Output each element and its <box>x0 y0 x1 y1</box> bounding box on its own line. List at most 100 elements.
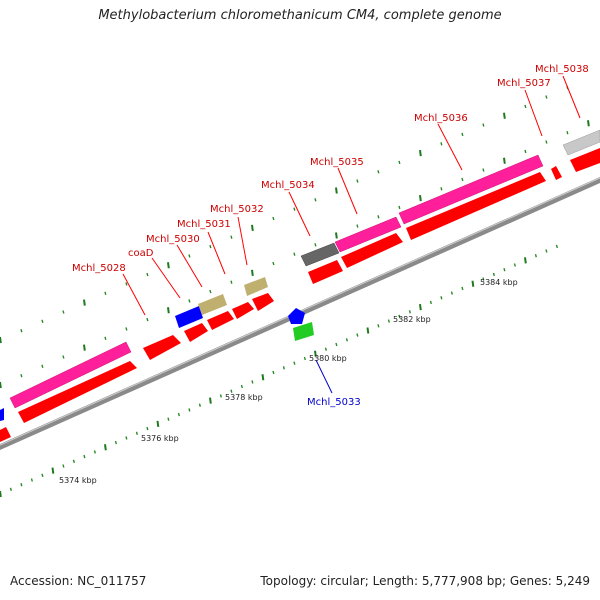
label-mchl-5034[interactable]: Mchl_5034 <box>261 180 315 191</box>
label-mchl-5028[interactable]: Mchl_5028 <box>72 263 126 274</box>
label-mchl-5038[interactable]: Mchl_5038 <box>535 64 589 75</box>
scale-tick-inner <box>450 291 453 295</box>
scale-tick-inner <box>167 417 170 421</box>
scale-tick-inner <box>261 374 265 381</box>
scale-tick-inner <box>135 431 138 435</box>
scale-tick-inner <box>324 347 327 351</box>
gene-coad[interactable] <box>184 323 208 342</box>
scale-tick-inner <box>503 268 506 272</box>
label-mchl-5032[interactable]: Mchl_5032 <box>210 204 264 215</box>
scale-tick-mid <box>209 289 212 294</box>
gene-mchl-5033[interactable] <box>293 322 314 341</box>
scale-tick-mid <box>125 327 128 331</box>
scale-tick-mid <box>230 280 233 284</box>
gene-red-5036-inner[interactable] <box>406 172 546 240</box>
gene-red-long-left[interactable] <box>18 361 137 423</box>
scale-tick-inner <box>492 272 495 277</box>
leader-5034 <box>288 191 311 237</box>
scale-tick-inner <box>345 338 348 342</box>
scale-tick-mid <box>293 252 296 256</box>
scale-tick-inner <box>20 483 23 487</box>
scale-tick-outer <box>251 224 254 232</box>
scale-tick-outer <box>62 310 65 314</box>
gene-mchl-5034[interactable] <box>300 242 340 267</box>
scale-tick-mid <box>41 364 44 368</box>
scale-tick-outer <box>125 282 128 286</box>
scale-tick-inner <box>177 412 180 417</box>
leader-5035 <box>337 167 358 215</box>
scale-tick-inner <box>209 397 212 404</box>
gene-mchl-5038[interactable] <box>562 129 600 156</box>
scale-tick-mid <box>524 149 527 154</box>
scale-tick-inner <box>125 436 128 440</box>
genome-title: Methylobacterium chloromethanicum CM4, c… <box>98 8 502 23</box>
scale-tick-inner <box>230 389 233 393</box>
scale-tick-inner <box>0 490 2 498</box>
gene-mchl-5031[interactable] <box>232 302 254 319</box>
scale-tick-inner <box>545 249 548 253</box>
gene-khaki-1[interactable] <box>198 294 227 315</box>
scale-ticks-mid <box>0 120 590 389</box>
scale-tick-mid <box>587 120 590 127</box>
label-mchl-5031[interactable]: Mchl_5031 <box>177 219 231 230</box>
scale-tick-outer <box>209 244 212 249</box>
gene-red-right-edge[interactable] <box>570 148 600 172</box>
scale-tick-inner <box>51 467 55 474</box>
scale-tick-outer <box>482 123 485 127</box>
scale-tick-inner <box>30 478 33 482</box>
label-coad[interactable]: coaD <box>128 248 154 259</box>
scale-tick-inner <box>146 426 149 431</box>
scale-tick-mid <box>461 177 464 182</box>
label-mchl-5035[interactable]: Mchl_5035 <box>310 157 364 168</box>
scale-tick-inner <box>387 319 390 323</box>
gene-blue-edge[interactable] <box>0 408 4 421</box>
gene-red-5035-inner[interactable] <box>341 233 403 268</box>
scale-tick-outer <box>503 112 506 119</box>
scale-tick-inner <box>83 454 86 459</box>
gene-khaki-2[interactable] <box>244 277 268 296</box>
label-mchl-5036[interactable]: Mchl_5036 <box>414 113 468 124</box>
label-mchl-5037[interactable]: Mchl_5037 <box>497 78 551 89</box>
scale-tick-inner <box>555 244 558 249</box>
gene-mchl-5037[interactable] <box>551 166 562 180</box>
gene-pink-left[interactable] <box>9 341 132 409</box>
scale-tick-inner <box>272 370 275 375</box>
gene-blue-small[interactable] <box>288 308 305 324</box>
gene-blue-left[interactable] <box>175 306 203 328</box>
scale-tick-inner <box>41 473 44 477</box>
scale-tick-outer <box>0 336 2 344</box>
scale-tick-inner <box>408 310 411 314</box>
scale-tick-mid <box>545 140 548 144</box>
leader-5036 <box>437 123 463 171</box>
gene-mchl-5030[interactable] <box>207 311 234 330</box>
gene-mchl-5032[interactable] <box>252 293 274 311</box>
scale-tick-inner <box>240 384 243 389</box>
scale-tick-mid <box>62 355 65 359</box>
gene-red-5034-inner[interactable] <box>308 260 343 284</box>
scale-ticks-inner <box>0 244 558 498</box>
label-mchl-5030[interactable]: Mchl_5030 <box>146 234 200 245</box>
scale-tick-mid <box>419 194 422 202</box>
leader-5028 <box>122 273 146 316</box>
gene-mchl-5028[interactable] <box>143 335 181 360</box>
gene-red-far-left[interactable] <box>0 427 11 442</box>
scale-tick-outer <box>272 216 275 221</box>
gene-mchl-5036[interactable] <box>398 154 544 225</box>
scale-tick-outer <box>356 179 359 183</box>
scale-tick-inner <box>104 444 107 451</box>
scale-tick-mid <box>440 187 443 191</box>
scale-tick-inner <box>524 257 527 264</box>
label-mchl-5033[interactable]: Mchl_5033 <box>307 397 361 408</box>
genome-summary-text: Topology: circular; Length: 5,777,908 bp… <box>260 574 590 588</box>
scale-label-5380: 5380 kbp <box>309 354 347 363</box>
gene-mchl-5035[interactable] <box>334 216 402 253</box>
scale-tick-inner <box>72 459 75 463</box>
scale-tick-outer <box>188 254 191 258</box>
scale-tick-inner <box>314 350 317 357</box>
scale-tick-mid <box>503 157 506 164</box>
scale-tick-outer <box>104 291 107 295</box>
scale-tick-outer <box>524 104 527 109</box>
scale-tick-inner <box>356 333 359 337</box>
scale-tick-inner <box>398 314 401 319</box>
